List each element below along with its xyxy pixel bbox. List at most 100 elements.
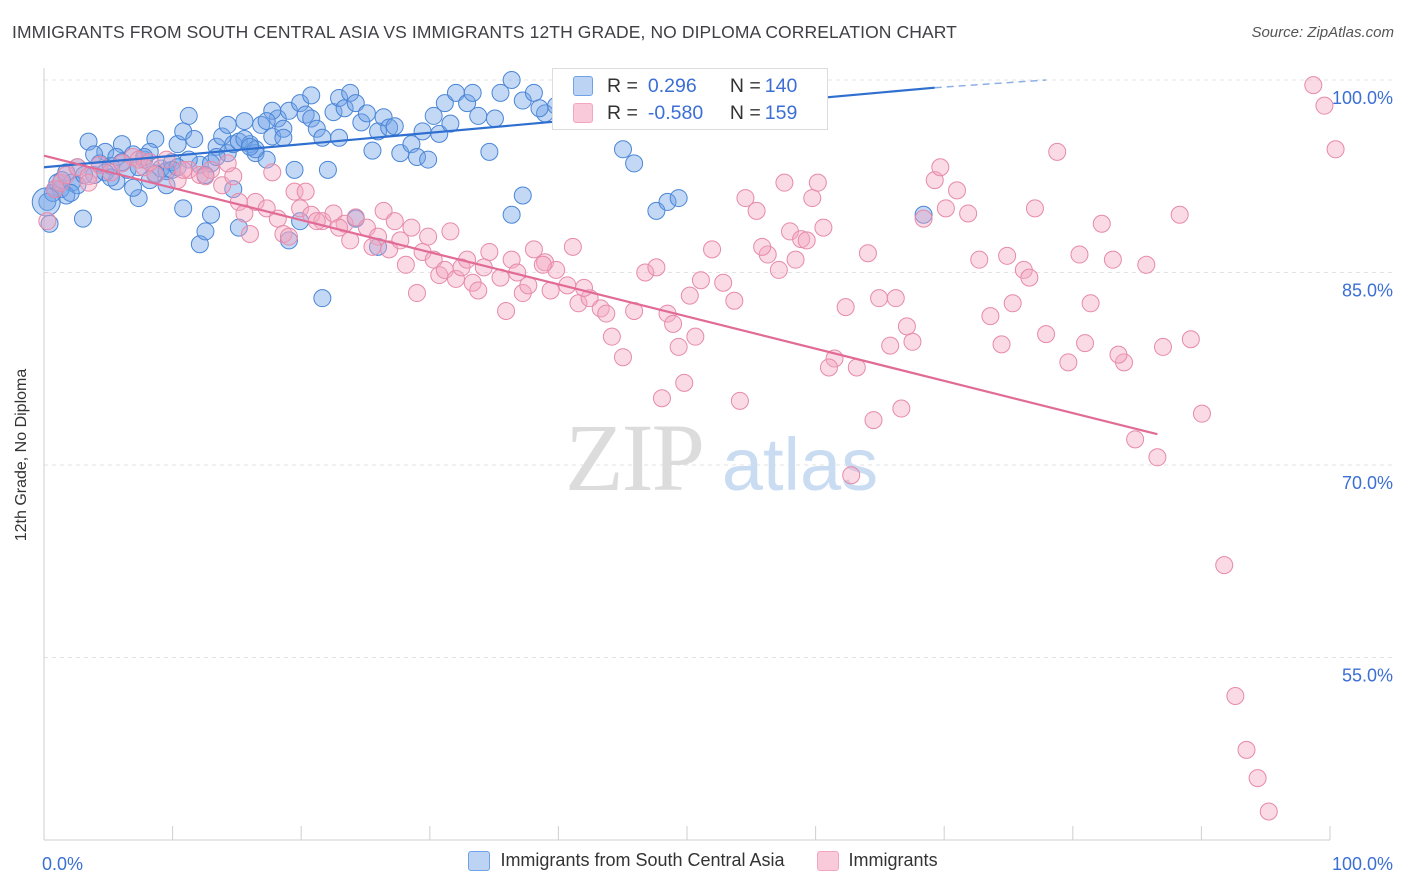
n-value-blue: 140 bbox=[764, 74, 798, 97]
x-tick-label-0: 0.0% bbox=[42, 854, 83, 874]
blue-point-70 bbox=[458, 94, 477, 113]
blue-point-52 bbox=[324, 103, 343, 122]
pink-point-37 bbox=[396, 255, 415, 274]
pink-point-92 bbox=[881, 336, 900, 355]
stats-swatch-blue bbox=[573, 76, 593, 96]
blue-point-17 bbox=[129, 189, 148, 208]
pink-point-38 bbox=[402, 218, 421, 237]
blue-point-26 bbox=[179, 106, 198, 125]
r-value-pink: -0.580 bbox=[647, 101, 704, 124]
pink-point-158 bbox=[1226, 687, 1245, 705]
blue-point-68 bbox=[435, 94, 454, 113]
blue-point-59 bbox=[369, 122, 388, 141]
trend-line-pink bbox=[43, 154, 1158, 436]
legend-item-immigrants[interactable]: Immigrants bbox=[816, 850, 938, 871]
pink-point-128 bbox=[385, 212, 404, 231]
r-label-pink: R = bbox=[607, 101, 638, 124]
pink-point-72 bbox=[669, 337, 688, 356]
stats-row-blue: R = 0.296 N = 140 bbox=[573, 73, 797, 99]
pink-point-80 bbox=[747, 201, 766, 220]
x-tick-label-1: 100.0% bbox=[1332, 854, 1393, 874]
pink-point-168 bbox=[218, 154, 237, 173]
pink-point-48 bbox=[469, 281, 488, 300]
pink-point-140 bbox=[786, 250, 805, 269]
pink-point-79 bbox=[736, 189, 755, 208]
blue-point-95 bbox=[502, 205, 521, 224]
pink-point-136 bbox=[686, 327, 705, 346]
pink-point-119 bbox=[196, 167, 215, 186]
legend-item-south-central-asia[interactable]: Immigrants from South Central Asia bbox=[468, 850, 785, 871]
pink-point-127 bbox=[374, 201, 393, 220]
blue-point-142 bbox=[240, 137, 259, 156]
blue-point-84 bbox=[613, 140, 632, 159]
n-value-pink: 159 bbox=[764, 101, 798, 124]
pink-point-78 bbox=[725, 291, 744, 310]
blue-point-73 bbox=[491, 83, 510, 102]
pink-point-69 bbox=[647, 258, 666, 277]
pink-point-133 bbox=[563, 237, 582, 256]
pink-point-22 bbox=[246, 192, 265, 211]
blue-point-87 bbox=[196, 222, 215, 241]
blue-point-128 bbox=[463, 83, 482, 102]
trend-line-blue-extension bbox=[934, 79, 1047, 89]
blue-point-71 bbox=[469, 106, 488, 125]
pink-point-152 bbox=[1109, 345, 1128, 364]
pink-point-137 bbox=[730, 391, 749, 410]
blue-point-48 bbox=[302, 109, 321, 128]
source-label: Source: ZipAtlas.com bbox=[1251, 24, 1394, 41]
pink-point-76 bbox=[703, 240, 722, 259]
pink-point-77 bbox=[714, 273, 733, 292]
pink-point-68 bbox=[636, 263, 655, 282]
blue-point-74 bbox=[502, 71, 521, 89]
pink-point-159 bbox=[1237, 740, 1256, 759]
pink-point-141 bbox=[797, 231, 816, 250]
stats-row-pink: R = -0.580 N = 159 bbox=[573, 100, 797, 126]
legend-swatch-blue bbox=[468, 850, 491, 871]
blue-point-65 bbox=[413, 122, 432, 141]
y-tick-label-0: 100.0% bbox=[1332, 88, 1393, 108]
pink-point-14 bbox=[179, 160, 198, 179]
pink-point-147 bbox=[897, 317, 916, 336]
blue-point-85 bbox=[174, 199, 193, 218]
pink-point-30 bbox=[324, 204, 343, 223]
blue-point-130 bbox=[530, 99, 549, 118]
pink-point-27 bbox=[291, 199, 310, 218]
blue-point-53 bbox=[330, 88, 349, 107]
blue-point-92 bbox=[313, 289, 332, 308]
pink-point-66 bbox=[613, 348, 632, 367]
blue-point-96 bbox=[513, 186, 532, 205]
r-label-blue: R = bbox=[607, 74, 638, 97]
pink-point-95 bbox=[914, 209, 933, 228]
blue-point-7 bbox=[73, 209, 92, 228]
pink-point-41 bbox=[430, 266, 449, 285]
pink-point-84 bbox=[792, 230, 811, 249]
pink-point-56 bbox=[524, 240, 543, 259]
pink-point-98 bbox=[948, 181, 967, 200]
pink-point-74 bbox=[680, 286, 699, 305]
pink-point-94 bbox=[903, 332, 922, 351]
r-value-blue: 0.296 bbox=[647, 74, 697, 97]
pink-point-49 bbox=[480, 242, 499, 261]
pink-point-99 bbox=[959, 204, 978, 223]
pink-point-26 bbox=[279, 227, 298, 246]
gridlines bbox=[44, 79, 1392, 658]
blue-point-124 bbox=[363, 141, 382, 160]
blue-point-27 bbox=[185, 130, 204, 149]
pink-point-144 bbox=[842, 466, 861, 485]
pink-point-115 bbox=[1137, 255, 1156, 274]
blue-point-67 bbox=[430, 124, 449, 143]
pink-point-0 bbox=[38, 212, 57, 231]
pink-point-71 bbox=[664, 314, 683, 333]
pink-point-109 bbox=[1070, 245, 1089, 264]
legend-swatch-pink bbox=[816, 850, 839, 871]
y-tick-label-3: 55.0% bbox=[1342, 666, 1393, 686]
blue-point-138 bbox=[124, 178, 143, 197]
pink-point-143 bbox=[819, 358, 838, 377]
pink-point-32 bbox=[346, 208, 365, 227]
axes bbox=[43, 68, 1331, 841]
pink-point-65 bbox=[602, 327, 621, 346]
chart-title: IMMIGRANTS FROM SOUTH CENTRAL ASIA VS IM… bbox=[12, 22, 957, 42]
pink-point-90 bbox=[858, 244, 877, 263]
pink-point-116 bbox=[1148, 448, 1167, 467]
